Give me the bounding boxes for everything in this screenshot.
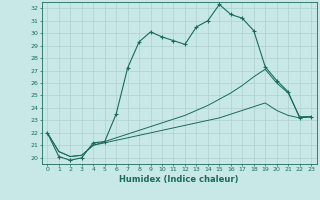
X-axis label: Humidex (Indice chaleur): Humidex (Indice chaleur): [119, 175, 239, 184]
